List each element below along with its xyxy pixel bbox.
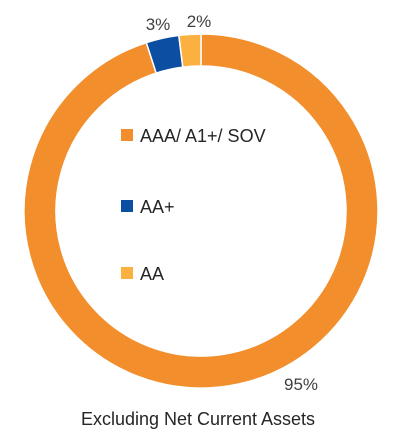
data-label-aaa: 95% <box>284 375 318 394</box>
legend-label-aaa: AAA/ A1+/ SOV <box>140 126 266 146</box>
donut-slices <box>23 33 379 389</box>
data-labels: 95% 3% 2% <box>146 12 318 394</box>
legend-label-aa-plus: AA+ <box>140 197 175 217</box>
slice-aaa <box>23 33 379 389</box>
legend-swatch-aa-plus <box>121 200 133 212</box>
slice-aa <box>177 33 202 68</box>
data-label-aa-plus: 3% <box>146 15 171 34</box>
legend-label-aa: AA <box>140 264 164 284</box>
data-label-aa: 2% <box>187 12 212 31</box>
legend-swatch-aa <box>121 267 133 279</box>
legend-swatch-aaa <box>121 129 133 141</box>
legend: AAA/ A1+/ SOV AA+ AA <box>121 126 266 284</box>
chart-caption: Excluding Net Current Assets <box>81 409 315 429</box>
